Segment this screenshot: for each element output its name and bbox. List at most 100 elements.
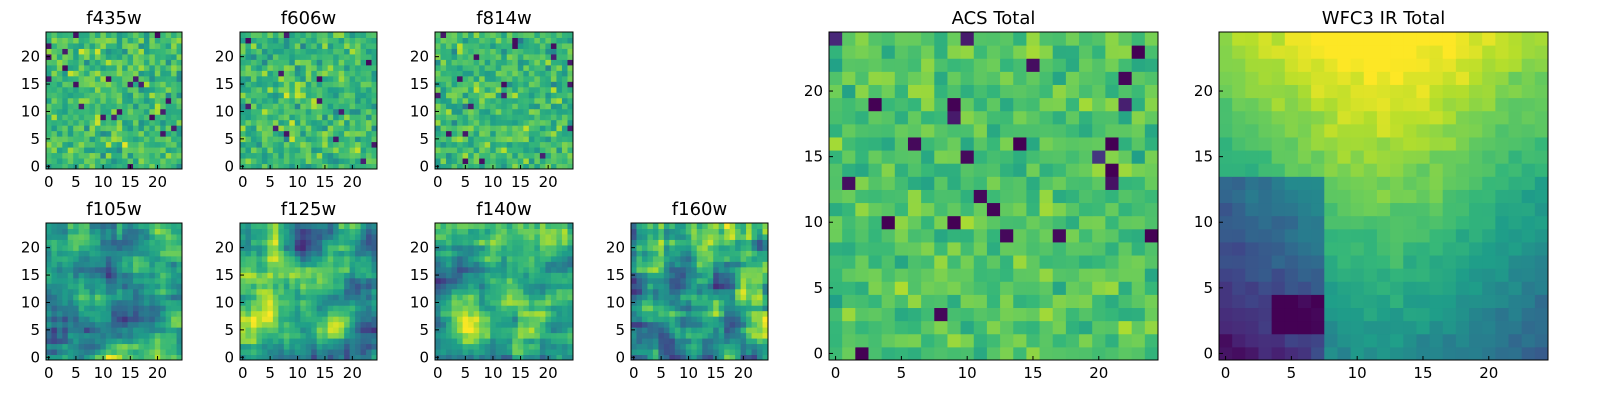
heatmap-cell [165, 141, 172, 148]
heatmap-cell [300, 310, 307, 317]
heatmap-cell [316, 272, 323, 279]
heatmap-cell [556, 316, 563, 323]
heatmap-cell [355, 147, 362, 154]
heatmap-cell [490, 277, 497, 284]
heatmap-cell [528, 158, 535, 165]
heatmap-cell [116, 108, 123, 115]
heatmap-cell [501, 255, 508, 262]
heatmap-cell [360, 299, 367, 306]
heatmap-cell [1000, 241, 1014, 256]
heatmap-cell [267, 255, 274, 262]
heatmap-cell [46, 305, 52, 312]
heatmap-cell [256, 255, 263, 262]
heatmap-cell [272, 141, 279, 148]
heatmap-cell [165, 310, 172, 317]
heatmap-cell [355, 316, 362, 323]
heatmap-cell [451, 233, 458, 240]
heatmap-cell [512, 316, 519, 323]
heatmap-cell [696, 255, 703, 262]
heatmap-cell [355, 321, 362, 328]
heatmap-cell [344, 75, 351, 82]
heatmap-cell [881, 268, 896, 282]
heatmap-cell [294, 327, 301, 334]
heatmap-cell [240, 125, 246, 132]
heatmap-cell [523, 163, 530, 170]
heatmap-cell [495, 244, 502, 251]
heatmap-cell [435, 158, 442, 165]
heatmap-cell [56, 255, 63, 262]
heatmap-cell [517, 349, 524, 356]
heatmap-cell [440, 59, 447, 66]
heatmap-cell [550, 81, 557, 88]
heatmap-cell [707, 239, 714, 246]
heatmap-cell [528, 349, 535, 356]
heatmap-cell [691, 354, 698, 361]
heatmap-cell [78, 277, 85, 284]
heatmap-cell [641, 305, 648, 312]
heatmap-cell [495, 97, 502, 104]
heatmap-cell [631, 266, 637, 273]
heatmap-cell [468, 75, 475, 82]
heatmap-cell [691, 310, 698, 317]
heatmap-cell [283, 130, 290, 137]
heatmap-cell [176, 349, 183, 356]
heatmap-cell [278, 48, 285, 55]
heatmap-cell [171, 288, 178, 295]
heatmap-cell [322, 310, 329, 317]
heatmap-cell [171, 349, 178, 356]
heatmap-cell [67, 321, 74, 328]
heatmap-cell [311, 250, 318, 257]
heatmap-cell [250, 228, 257, 235]
heatmap-cell [46, 42, 52, 49]
heatmap-cell [517, 48, 524, 55]
heatmap-cell [267, 37, 274, 44]
heatmap-cell [149, 114, 156, 121]
heatmap-cell [934, 307, 948, 322]
heatmap-cell [67, 97, 74, 104]
heatmap-cell [322, 75, 329, 82]
y-tick-label: 15 [606, 266, 625, 284]
heatmap-cell [160, 299, 167, 306]
heatmap-cell [154, 70, 161, 77]
heatmap-cell [56, 125, 63, 132]
heatmap-cell [366, 250, 373, 257]
heatmap-cell [261, 163, 268, 170]
heatmap-cell [349, 81, 356, 88]
heatmap-cell [545, 130, 552, 137]
heatmap-cell [89, 81, 96, 88]
heatmap-cell [111, 92, 118, 99]
heatmap-cell [446, 97, 453, 104]
heatmap-cell [462, 108, 469, 115]
heatmap-cell [371, 228, 378, 235]
heatmap-cell [133, 92, 139, 99]
heatmap-cell [256, 327, 263, 334]
heatmap-cell [116, 223, 123, 229]
heatmap-cell [534, 299, 541, 306]
heatmap-cell [122, 81, 129, 88]
heatmap-cell [490, 147, 497, 154]
heatmap-cell [278, 266, 285, 273]
heatmap-cell [349, 136, 356, 143]
heatmap-cell [240, 48, 246, 55]
heatmap-cell [490, 114, 497, 121]
heatmap-cell [333, 228, 340, 235]
heatmap-cell [490, 288, 497, 295]
heatmap-cell [84, 108, 91, 115]
heatmap-cell [283, 70, 290, 77]
heatmap-cell [1065, 255, 1080, 269]
heatmap-cell [495, 228, 502, 235]
heatmap-cell [300, 327, 307, 334]
heatmap-cell [1131, 228, 1146, 243]
heatmap-cell [468, 92, 475, 99]
heatmap-cell [501, 136, 508, 143]
heatmap-cell [729, 277, 736, 284]
heatmap-cell [674, 299, 681, 306]
heatmap-cell [305, 136, 312, 143]
heatmap-cell [556, 261, 563, 268]
heatmap-cell [272, 321, 279, 328]
heatmap-cell [468, 37, 475, 44]
heatmap-cell [122, 338, 129, 345]
heatmap-cell [556, 349, 563, 356]
heatmap-cell [685, 250, 692, 257]
heatmap-cell [713, 321, 720, 328]
